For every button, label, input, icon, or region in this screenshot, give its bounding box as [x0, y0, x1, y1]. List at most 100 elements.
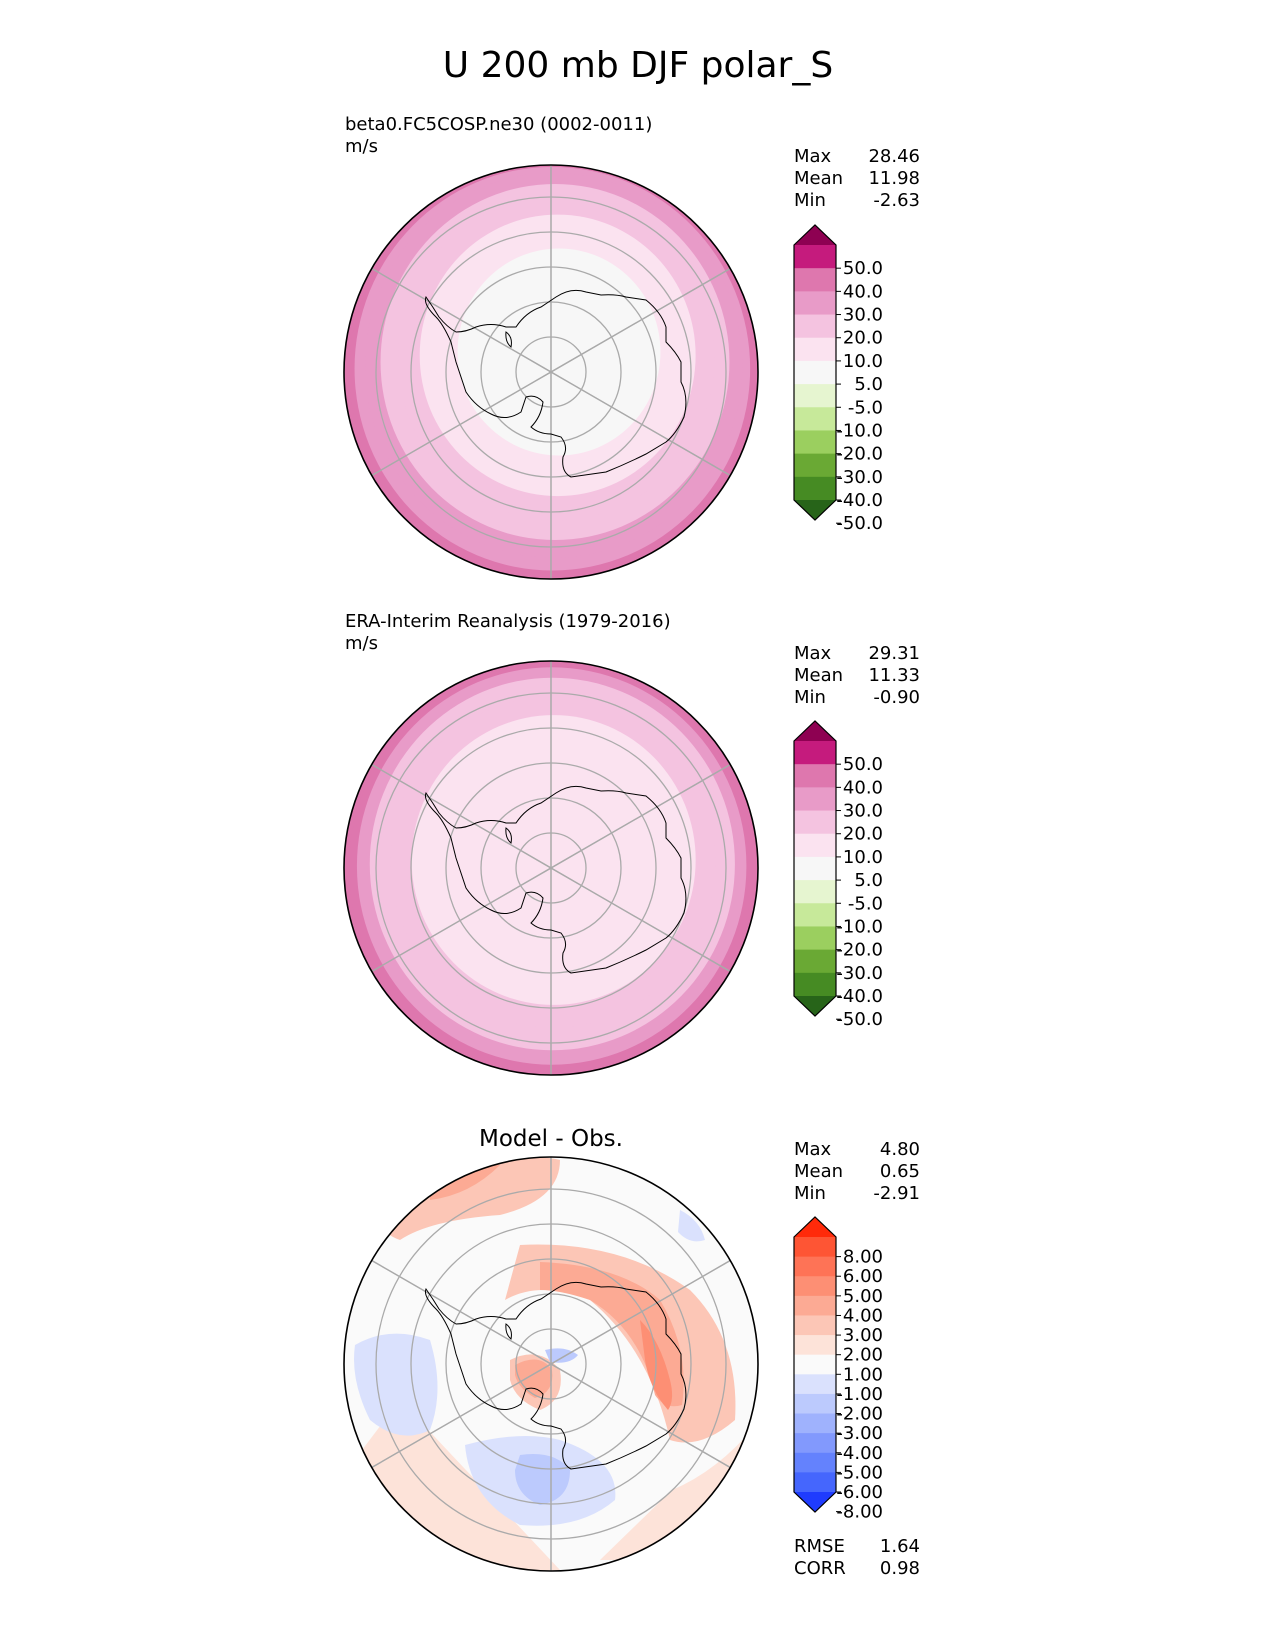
- panel-difference-max-label: Max: [794, 1139, 832, 1160]
- panel-test-map-border: [343, 164, 759, 580]
- colorbar-segment: [794, 1295, 836, 1316]
- colorbar-tick-label: -40.0: [836, 986, 883, 1007]
- panel-test-subtitle: beta0.FC5COSP.ne30 (0002-0011): [345, 114, 652, 135]
- island-outline: [505, 827, 512, 844]
- panel-test-colorbar: 50.040.0 30.020.010.05.0-5.0-10.0 -20.0-30…: [793, 224, 883, 534]
- colorbar-segment: [794, 384, 836, 408]
- panel-difference-corr-label: CORR: [794, 1558, 846, 1579]
- colorbar-extend-bottom: [794, 500, 836, 520]
- antarctica-coastline: [425, 1281, 687, 1470]
- colorbar-tick-label: -6.00: [836, 1482, 883, 1503]
- colorbar-tick-label: -3.00: [836, 1423, 883, 1444]
- field-anomaly-region: [354, 1333, 438, 1436]
- panel-test-mean-value: 11.98: [868, 168, 920, 189]
- colorbar-extend-top: [794, 721, 836, 741]
- colorbar-tick-label: 5.00: [843, 1286, 883, 1307]
- colorbar-segment: [794, 764, 836, 788]
- colorbar-segment: [794, 1452, 836, 1473]
- panel-reference-min-label: Min: [794, 687, 826, 708]
- panel-reference-subtitle: ERA-Interim Reanalysis (1979-2016): [345, 611, 671, 632]
- colorbar-segment: [794, 903, 836, 927]
- panel-reference-mean-label: Mean: [794, 665, 843, 686]
- colorbar-tick-label: -4.00: [836, 1443, 883, 1464]
- colorbar-segment: [794, 1472, 836, 1493]
- longitude-gridline: [371, 763, 552, 869]
- colorbar-tick-label: -10.0: [836, 916, 883, 937]
- panel-difference-corr-value: 0.98: [880, 1558, 920, 1579]
- colorbar-tick-label: -10.0: [836, 420, 883, 441]
- colorbar-segment: [794, 1276, 836, 1297]
- colorbar-tick-label: 50.0: [843, 754, 883, 775]
- longitude-gridline: [371, 1363, 552, 1469]
- panel-difference-map: [344, 1157, 758, 1571]
- longitude-gridline: [550, 763, 731, 869]
- panel-difference-min-value: -2.91: [873, 1183, 920, 1204]
- colorbar-segment: [794, 1354, 836, 1375]
- colorbar-tick-label: 40.0: [843, 281, 883, 302]
- longitude-gridline: [371, 1259, 552, 1365]
- colorbar-tick-label: 1.00: [843, 1364, 883, 1385]
- colorbar-tick-label: -20.0: [836, 444, 883, 465]
- colorbar-tick-label: 10.0: [843, 847, 883, 868]
- panel-test-units: m/s: [345, 136, 378, 157]
- panel-reference-min-value: -0.90: [873, 687, 920, 708]
- colorbar-tick-label: 10.0: [843, 351, 883, 372]
- panel-test-map: [344, 165, 758, 579]
- colorbar-segment: [794, 1433, 836, 1454]
- colorbar-tick-label: -40.0: [836, 490, 883, 511]
- colorbar-segment: [794, 407, 836, 431]
- colorbar-segment: [794, 314, 836, 339]
- colorbar-extend-top: [794, 225, 836, 245]
- colorbar-tick-label: 30.0: [843, 305, 883, 326]
- colorbar-tick-label: 20.0: [843, 824, 883, 845]
- panel-test: beta0.FC5COSP.ne30 (0002-0011) m/s Max 2…: [343, 114, 920, 580]
- colorbar-tick-label: 5.0: [854, 870, 883, 891]
- colorbar-tick-label: -30.0: [836, 467, 883, 488]
- colorbar-tick-label: 6.00: [843, 1266, 883, 1287]
- colorbar-tick-label: 20.0: [843, 328, 883, 349]
- island-outline: [505, 331, 512, 348]
- colorbar-segment: [794, 880, 836, 904]
- panel-difference-rmse-label: RMSE: [794, 1536, 845, 1557]
- panel-difference-min-label: Min: [794, 1183, 826, 1204]
- island-outline: [505, 1323, 512, 1340]
- colorbar-extend-top: [794, 1217, 836, 1237]
- field-band: [457, 248, 661, 456]
- colorbar-tick-label: -2.00: [836, 1404, 883, 1425]
- colorbar-segment: [794, 972, 836, 997]
- longitude-gridline: [371, 371, 552, 477]
- colorbar-tick-label: 2.00: [843, 1345, 883, 1366]
- colorbar-tick-label: 4.00: [843, 1305, 883, 1326]
- longitude-gridline: [550, 1363, 731, 1469]
- colorbar-tick-label: -50.0: [836, 1009, 883, 1030]
- colorbar-segment: [794, 926, 836, 951]
- colorbar-segment: [794, 360, 836, 385]
- colorbar-segment: [794, 430, 836, 455]
- panel-reference-units: m/s: [345, 633, 378, 654]
- panel-test-max-label: Max: [794, 146, 832, 167]
- longitude-gridline: [550, 371, 731, 477]
- figure-title: U 200 mb DJF polar_S: [443, 45, 833, 86]
- panel-difference-rmse-value: 1.64: [880, 1536, 920, 1557]
- field-anomaly-region: [678, 1210, 705, 1242]
- panel-test-mean-label: Mean: [794, 168, 843, 189]
- colorbar-tick-label: -5.0: [848, 397, 883, 418]
- colorbar-segment: [794, 337, 836, 362]
- colorbar-segment: [794, 1374, 836, 1395]
- colorbar-segment: [794, 1237, 836, 1258]
- panel-test-max-value: 28.46: [868, 146, 920, 167]
- longitude-gridline: [550, 267, 731, 373]
- colorbar-tick-label: -5.0: [848, 893, 883, 914]
- colorbar-extend-bottom: [794, 1492, 836, 1512]
- panel-difference-colorbar: 8.006.005.004.003.002.001.00-1.00-2.00-3…: [793, 1216, 883, 1523]
- panel-reference: ERA-Interim Reanalysis (1979-2016) m/s M…: [343, 611, 920, 1076]
- colorbar-tick-label: -30.0: [836, 963, 883, 984]
- colorbar-extend-bottom: [794, 996, 836, 1016]
- colorbar-tick-label: 3.00: [843, 1325, 883, 1346]
- colorbar-tick-label: -5.00: [836, 1462, 883, 1483]
- colorbar-segment: [794, 787, 836, 812]
- colorbar-segment: [794, 833, 836, 858]
- colorbar-tick-label: -20.0: [836, 940, 883, 961]
- colorbar-tick-label: -8.00: [836, 1502, 883, 1523]
